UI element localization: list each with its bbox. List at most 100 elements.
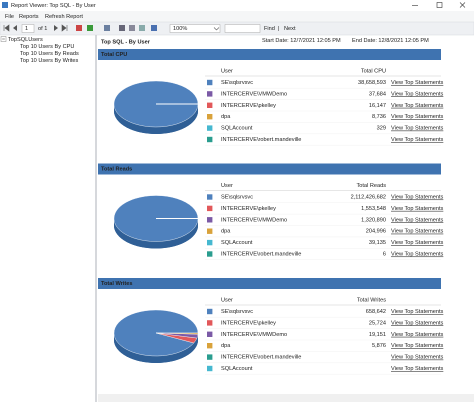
window-title: Report Viewer: Top SQL - By User bbox=[11, 3, 96, 9]
refresh-icon[interactable] bbox=[87, 25, 93, 31]
legend-swatch bbox=[207, 102, 213, 108]
user-name: INTERCERVE\pkelley bbox=[221, 320, 276, 326]
setup-icon[interactable] bbox=[139, 25, 145, 31]
total-value: 5,876 bbox=[372, 343, 386, 349]
legend-swatch bbox=[207, 320, 213, 326]
tree-item[interactable]: Top 10 Users By Reads bbox=[20, 51, 79, 57]
report-title: Top SQL - By User bbox=[101, 39, 151, 45]
section-header bbox=[98, 278, 441, 289]
pie-slice bbox=[155, 332, 199, 335]
first-page[interactable] bbox=[3, 24, 10, 32]
close[interactable] bbox=[459, 2, 466, 8]
view-link[interactable]: View Top Statements bbox=[391, 343, 444, 349]
view-link[interactable]: View Top Statements bbox=[391, 240, 444, 246]
legend-swatch bbox=[207, 365, 213, 372]
legend-swatch bbox=[207, 79, 213, 86]
next-page[interactable] bbox=[54, 25, 58, 31]
view-link[interactable]: View Top Statements bbox=[391, 91, 444, 97]
stop-icon[interactable] bbox=[76, 25, 82, 31]
zoom-arrow bbox=[213, 27, 220, 31]
view-link[interactable]: View Top Statements bbox=[391, 206, 444, 212]
last-page[interactable] bbox=[61, 24, 68, 32]
legend-swatch bbox=[207, 239, 213, 246]
section-header bbox=[98, 163, 441, 175]
h-scrollbar[interactable] bbox=[98, 394, 474, 402]
total-value: 1,320,890 bbox=[361, 217, 386, 223]
maximize[interactable] bbox=[436, 2, 443, 8]
user-name: SQLAccount bbox=[221, 240, 253, 246]
total-value: 2,112,426,682 bbox=[351, 194, 386, 200]
user-name: SQLAccount bbox=[221, 126, 253, 132]
legend-swatch bbox=[207, 308, 213, 315]
column-header: User bbox=[221, 297, 233, 303]
next-link[interactable]: Next bbox=[284, 26, 296, 32]
column-header: User bbox=[221, 68, 233, 74]
view-link[interactable]: View Top Statements bbox=[391, 103, 444, 109]
back-icon[interactable] bbox=[104, 25, 110, 31]
legend-swatch bbox=[207, 331, 213, 337]
section-header bbox=[98, 49, 441, 60]
legend-swatch bbox=[207, 136, 213, 143]
section-title: Total Writes bbox=[101, 281, 133, 287]
view-link[interactable]: View Top Statements bbox=[391, 309, 444, 315]
legend-swatch bbox=[207, 354, 213, 360]
user-name: INTERCERVE\VMWDemo bbox=[221, 91, 287, 97]
view-link[interactable]: View Top Statements bbox=[391, 251, 444, 257]
user-name: dpa bbox=[221, 114, 231, 120]
column-header: Total Reads bbox=[356, 183, 386, 189]
prev-page[interactable] bbox=[13, 25, 17, 31]
view-link[interactable]: View Top Statements bbox=[391, 217, 444, 223]
layout-icon[interactable] bbox=[129, 25, 135, 31]
legend-swatch bbox=[207, 91, 213, 97]
tree-item[interactable]: Top 10 Users By Writes bbox=[20, 58, 79, 64]
user-name: INTERCERVE\pkelley bbox=[221, 103, 276, 109]
find-box[interactable] bbox=[224, 24, 261, 33]
legend-swatch bbox=[207, 228, 213, 234]
title-bar bbox=[0, 0, 474, 11]
print-icon[interactable] bbox=[119, 25, 125, 31]
tree-root[interactable]: TopSQLUsers bbox=[8, 37, 43, 43]
legend-swatch bbox=[207, 217, 213, 223]
export-icon[interactable] bbox=[151, 25, 157, 31]
total-value: 16,147 bbox=[369, 103, 386, 109]
legend-swatch bbox=[207, 205, 213, 212]
zoom-value: 100% bbox=[173, 26, 187, 32]
user-name: SE\sqlsrvsvc bbox=[221, 194, 253, 200]
legend-swatch bbox=[207, 125, 213, 131]
view-link[interactable]: View Top Statements bbox=[391, 366, 444, 372]
zoom-box[interactable] bbox=[169, 24, 221, 33]
user-name: INTERCERVE\robert.mandeville bbox=[221, 137, 301, 143]
legend-swatch bbox=[207, 114, 213, 120]
view-link[interactable]: View Top Statements bbox=[391, 229, 444, 235]
legend-swatch bbox=[207, 194, 213, 200]
view-link[interactable]: View Top Statements bbox=[391, 137, 444, 143]
user-name: INTERCERVE\VMWDemo bbox=[221, 332, 287, 338]
user-name: SE\sqlsrvsvc bbox=[221, 309, 253, 315]
page-of: of 1 bbox=[38, 26, 47, 32]
app-icon bbox=[2, 2, 8, 8]
menu-item[interactable]: File bbox=[5, 14, 14, 20]
total-value: 37,684 bbox=[369, 91, 386, 97]
total-value: 204,996 bbox=[366, 229, 386, 235]
view-link[interactable]: View Top Statements bbox=[391, 332, 444, 338]
find-link[interactable]: Find bbox=[264, 26, 275, 32]
page-number: 1 bbox=[25, 26, 28, 32]
user-name: SE\sqlsrvsvc bbox=[221, 80, 253, 86]
view-link[interactable]: View Top Statements bbox=[391, 126, 444, 132]
view-link[interactable]: View Top Statements bbox=[391, 80, 444, 86]
menu-item[interactable]: Refresh Report bbox=[45, 14, 83, 20]
menu-item[interactable]: Reports bbox=[19, 14, 39, 20]
user-name: SQLAccount bbox=[221, 366, 253, 372]
view-link[interactable]: View Top Statements bbox=[391, 320, 444, 326]
view-link[interactable]: View Top Statements bbox=[391, 114, 444, 120]
view-link[interactable]: View Top Statements bbox=[391, 355, 444, 361]
total-value: 6 bbox=[383, 251, 386, 257]
menu-bar bbox=[0, 11, 474, 22]
tree-item[interactable]: Top 10 Users By CPU bbox=[20, 44, 74, 50]
section-title: Total Reads bbox=[101, 166, 132, 172]
view-link[interactable]: View Top Statements bbox=[391, 194, 444, 200]
column-header: User bbox=[221, 183, 233, 189]
page-box[interactable] bbox=[21, 24, 35, 33]
